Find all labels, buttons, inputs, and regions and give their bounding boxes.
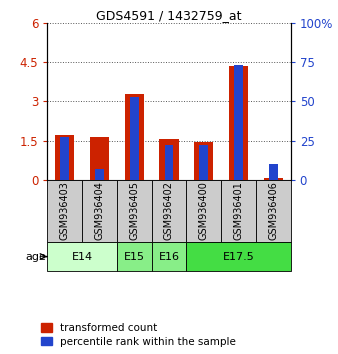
Bar [47, 242, 117, 271]
Text: GSM936400: GSM936400 [199, 182, 209, 240]
Bar [199, 145, 208, 180]
Legend: transformed count, percentile rank within the sample: transformed count, percentile rank withi… [39, 321, 238, 349]
Title: GDS4591 / 1432759_at: GDS4591 / 1432759_at [96, 9, 242, 22]
Bar [256, 180, 291, 242]
Text: age: age [26, 252, 47, 262]
Bar [152, 180, 186, 242]
Bar [186, 242, 291, 271]
Text: GSM936406: GSM936406 [268, 182, 278, 240]
Text: E16: E16 [159, 252, 179, 262]
Bar [117, 180, 152, 242]
Text: E14: E14 [72, 252, 93, 262]
Text: E17.5: E17.5 [223, 252, 255, 262]
Bar [55, 135, 74, 180]
Bar [130, 97, 139, 180]
Bar [95, 169, 104, 180]
Text: GSM936404: GSM936404 [94, 182, 104, 240]
Bar [152, 242, 186, 271]
Text: GSM936405: GSM936405 [129, 182, 139, 240]
Bar [194, 142, 213, 180]
Bar [117, 242, 152, 271]
Bar [234, 65, 243, 180]
Bar [125, 94, 144, 180]
Bar [160, 139, 178, 180]
Text: GSM936402: GSM936402 [164, 182, 174, 240]
Bar [165, 145, 173, 180]
Bar [90, 137, 109, 180]
Bar [269, 164, 277, 180]
Text: E15: E15 [124, 252, 145, 262]
Bar [229, 66, 248, 180]
Text: GSM936401: GSM936401 [234, 182, 244, 240]
Bar [221, 180, 256, 242]
Bar [47, 180, 82, 242]
Bar [186, 180, 221, 242]
Bar [264, 178, 283, 180]
Bar [82, 180, 117, 242]
Bar [61, 137, 69, 180]
Text: GSM936403: GSM936403 [60, 182, 70, 240]
